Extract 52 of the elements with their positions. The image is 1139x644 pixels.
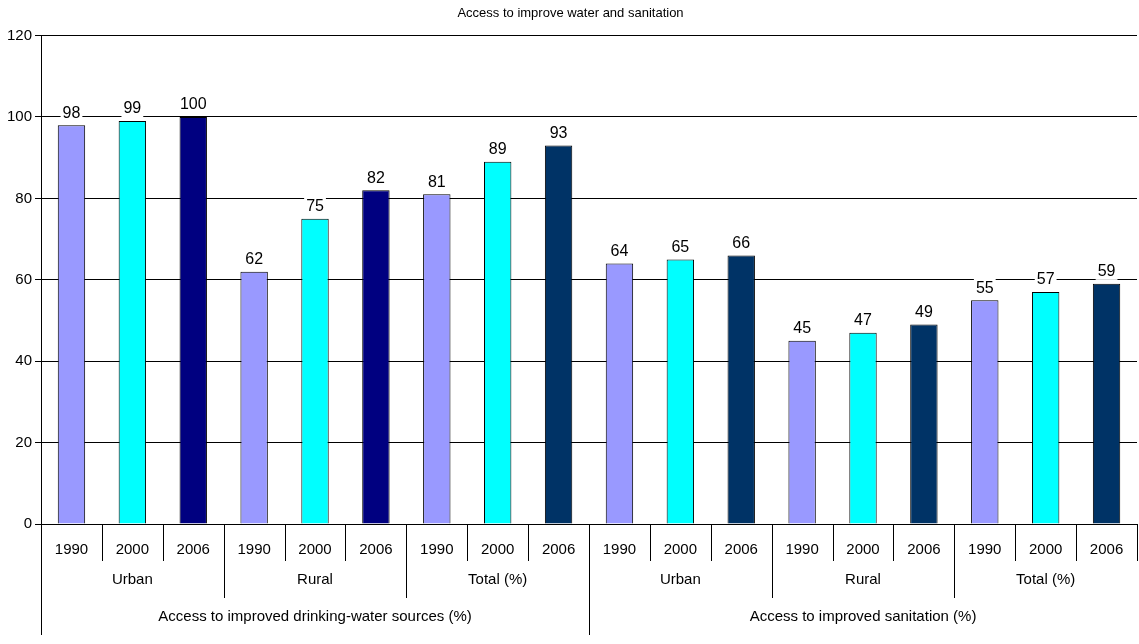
- data-label: 49: [915, 302, 933, 320]
- x-tick-label: 2006: [724, 540, 758, 558]
- x-tick-label: 2000: [115, 540, 150, 558]
- data-label: 47: [854, 311, 873, 329]
- y-tick-label: 20: [15, 432, 33, 450]
- data-label: 75: [306, 197, 325, 215]
- data-label: 99: [123, 99, 142, 117]
- data-label: 64: [610, 241, 629, 259]
- data-label: 62: [245, 250, 264, 268]
- data-label: 55: [975, 278, 994, 296]
- data-label: 98: [62, 103, 81, 121]
- x-tick-label: 2000: [663, 540, 698, 558]
- text: Total (%): [1016, 569, 1076, 587]
- x-tick-label: 2006: [1089, 540, 1124, 558]
- y-tick-label: 120: [7, 25, 33, 43]
- text: Total (%): [468, 569, 528, 587]
- x-tick-label: 2000: [298, 540, 332, 558]
- x-tick-label: 2006: [541, 540, 576, 558]
- x-tick-label: 1990: [785, 540, 819, 558]
- y-tick-label: 0: [23, 514, 33, 532]
- data-label: 82: [367, 168, 385, 186]
- data-label: 45: [793, 319, 812, 337]
- chart-title: Access to improve water and sanitation: [457, 5, 684, 21]
- x-tick-label: 1990: [602, 540, 637, 558]
- x-tick-label: 2000: [1028, 540, 1063, 558]
- data-label: 89: [488, 140, 507, 158]
- x-tick-label: 2006: [176, 540, 210, 558]
- text: Rural: [297, 569, 333, 587]
- x-tick-label: 2000: [846, 540, 880, 558]
- x-tick-label: 2000: [480, 540, 515, 558]
- data-label: 59: [1097, 262, 1116, 280]
- y-tick-label: 60: [15, 269, 33, 287]
- text: Urban: [659, 569, 701, 587]
- y-tick-label: 80: [15, 188, 33, 206]
- text: Urban: [111, 569, 153, 587]
- data-label: 81: [427, 172, 446, 190]
- data-label: 65: [671, 237, 690, 255]
- data-label: 93: [549, 123, 568, 141]
- x-tick-label: 2006: [359, 540, 393, 558]
- x-tick-label: 1990: [420, 540, 454, 558]
- x-tick-label: 1990: [54, 540, 89, 558]
- y-tick-label: 40: [15, 351, 33, 369]
- data-label: 100: [179, 95, 207, 113]
- x-tick-label: 2006: [907, 540, 941, 558]
- data-label: 66: [732, 233, 751, 251]
- x-tick-label: 1990: [968, 540, 1002, 558]
- data-label: 57: [1036, 270, 1055, 288]
- text: Access to improved sanitation (%): [749, 606, 977, 624]
- x-tick-label: 1990: [237, 540, 271, 558]
- y-tick-label: 100: [7, 107, 33, 125]
- text: Access to improved drinking-water sources (%): [158, 606, 472, 624]
- text: Rural: [845, 569, 881, 587]
